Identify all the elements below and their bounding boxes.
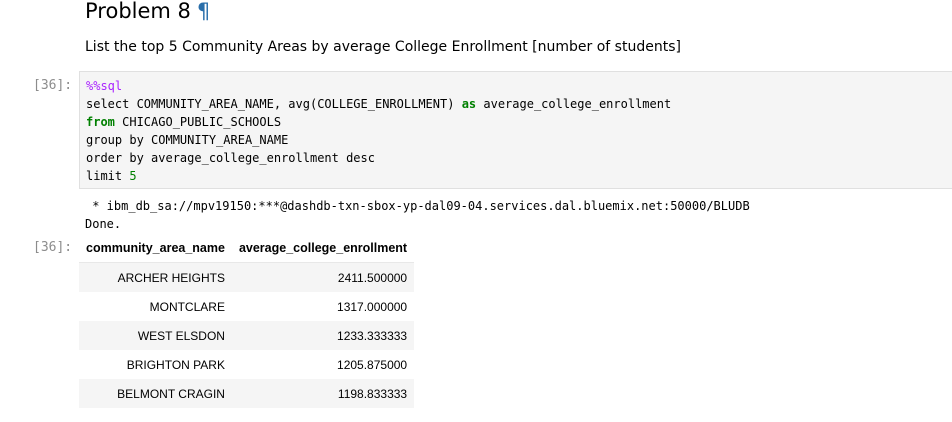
code-line-2: select COMMUNITY_AREA_NAME, avg(COLLEGE_… <box>86 95 671 113</box>
cell-community-area-name: ARCHER HEIGHTS <box>117 270 225 285</box>
code-line-4: group by COMMUNITY_AREA_NAME <box>86 133 289 147</box>
code-line-3: from CHICAGO_PUBLIC_SCHOOLS <box>86 113 671 131</box>
table-row: ARCHER HEIGHTS 2411.500000 <box>79 262 415 292</box>
table-header-row: community_area_name average_college_enro… <box>79 234 415 263</box>
code-limit: limit <box>86 169 130 183</box>
keyword-as: as <box>461 97 477 111</box>
table-row: BRIGHTON PARK 1205.875000 <box>79 350 415 379</box>
limit-number: 5 <box>129 169 137 183</box>
cell-average-enrollment: 1198.833333 <box>337 386 408 401</box>
output-prompt: [36]: <box>33 240 73 255</box>
code-line-5: order by average_college_enrollment desc <box>86 151 375 165</box>
cell-community-area-name: WEST ELSDON <box>137 328 225 343</box>
table-row: BELMONT CRAGIN 1198.833333 <box>79 379 415 408</box>
input-prompt: [36]: <box>33 78 73 93</box>
output-stream: * ibm_db_sa://mpv19150:***@dashdb-txn-sb… <box>85 197 750 233</box>
sql-magic: %%sql <box>86 79 123 93</box>
table-row: WEST ELSDON 1233.333333 <box>79 321 415 350</box>
results-table: community_area_name average_college_enro… <box>79 234 415 408</box>
cell-community-area-name: MONTCLARE <box>149 299 225 314</box>
status-text: Done. <box>85 217 122 231</box>
code-line-6: limit 5 <box>86 167 671 185</box>
code-content: %%sql select COMMUNITY_AREA_NAME, avg(COL… <box>86 77 671 185</box>
header-community-area-name: community_area_name <box>79 234 232 263</box>
cell-average-enrollment: 1233.333333 <box>337 328 408 343</box>
code-alias: average_college_enrollment <box>476 97 672 111</box>
cell-average-enrollment: 2411.500000 <box>337 270 408 285</box>
keyword-from: from <box>86 115 115 129</box>
code-editor[interactable]: %%sql select COMMUNITY_AREA_NAME, avg(COL… <box>79 71 952 189</box>
cell-average-enrollment: 1317.000000 <box>337 299 408 314</box>
code-select-clause: select COMMUNITY_AREA_NAME, avg(COLLEGE_… <box>86 97 462 111</box>
cell-average-enrollment: 1205.875000 <box>337 357 408 372</box>
problem-description: List the top 5 Community Areas by averag… <box>85 39 681 55</box>
header-average-college-enrollment: average_college_enrollment <box>231 234 415 263</box>
heading-text: Problem 8 <box>85 0 191 23</box>
anchor-link[interactable]: ¶ <box>196 0 211 23</box>
cell-community-area-name: BELMONT CRAGIN <box>117 386 225 401</box>
cell-community-area-name: BRIGHTON PARK <box>126 357 225 372</box>
problem-heading: Problem 8 ¶ <box>85 0 210 25</box>
code-line-1: %%sql <box>86 77 671 95</box>
connection-string: * ibm_db_sa://mpv19150:***@dashdb-txn-sb… <box>85 199 750 213</box>
code-table-name: CHICAGO_PUBLIC_SCHOOLS <box>114 115 282 129</box>
table-row: MONTCLARE 1317.000000 <box>79 292 415 321</box>
